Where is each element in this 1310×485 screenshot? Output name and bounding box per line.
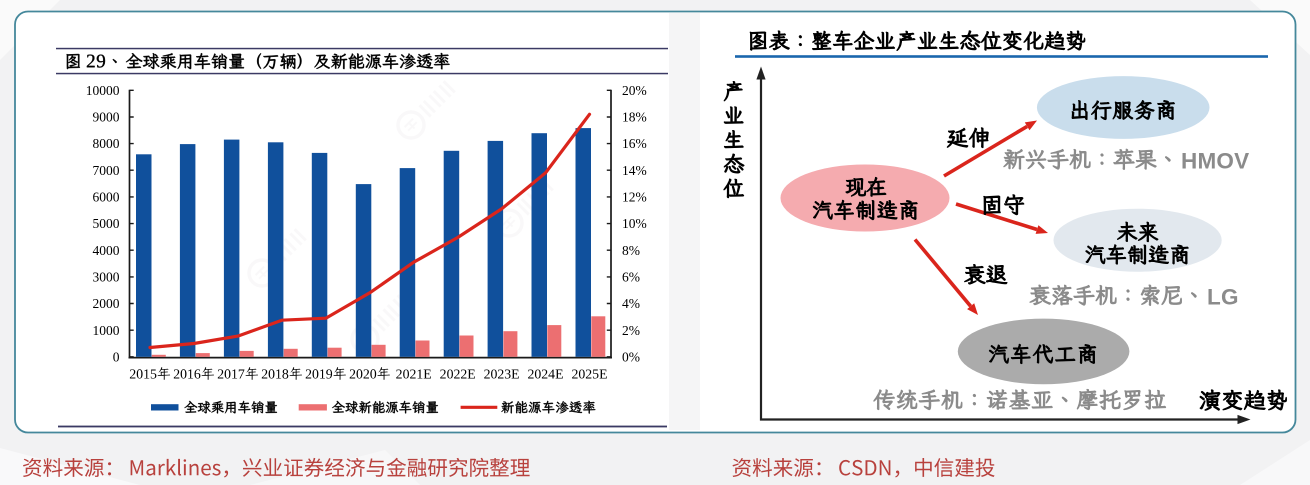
svg-text:10000: 10000 xyxy=(86,83,120,98)
svg-text:18%: 18% xyxy=(622,110,647,125)
svg-text:8%: 8% xyxy=(622,243,640,258)
svg-text:2023E: 2023E xyxy=(484,367,520,382)
svg-text:5000: 5000 xyxy=(93,216,120,231)
svg-text:2021E: 2021E xyxy=(396,367,432,382)
svg-text:3000: 3000 xyxy=(93,270,120,285)
svg-text:2022E: 2022E xyxy=(440,367,476,382)
svg-text:4000: 4000 xyxy=(93,243,120,258)
svg-text:6%: 6% xyxy=(622,270,640,285)
svg-text:12%: 12% xyxy=(622,190,647,205)
svg-text:0%: 0% xyxy=(622,349,640,364)
svg-text:20%: 20% xyxy=(622,83,647,98)
svg-text:2024E: 2024E xyxy=(527,367,563,382)
svg-text:0: 0 xyxy=(113,349,120,364)
svg-text:7000: 7000 xyxy=(93,163,120,178)
svg-text:2%: 2% xyxy=(622,323,640,338)
svg-text:LG: LG xyxy=(1207,285,1239,310)
svg-text:16%: 16% xyxy=(622,136,647,151)
svg-text:10%: 10% xyxy=(622,216,647,231)
svg-text:2025E: 2025E xyxy=(571,367,607,382)
svg-text:6000: 6000 xyxy=(93,190,120,205)
svg-text:4%: 4% xyxy=(622,296,640,311)
svg-text:14%: 14% xyxy=(622,163,647,178)
svg-text:HMOV: HMOV xyxy=(1181,149,1249,174)
svg-text:8000: 8000 xyxy=(93,136,120,151)
svg-text:1000: 1000 xyxy=(93,323,120,338)
svg-text:9000: 9000 xyxy=(93,110,120,125)
svg-text:2000: 2000 xyxy=(93,296,120,311)
